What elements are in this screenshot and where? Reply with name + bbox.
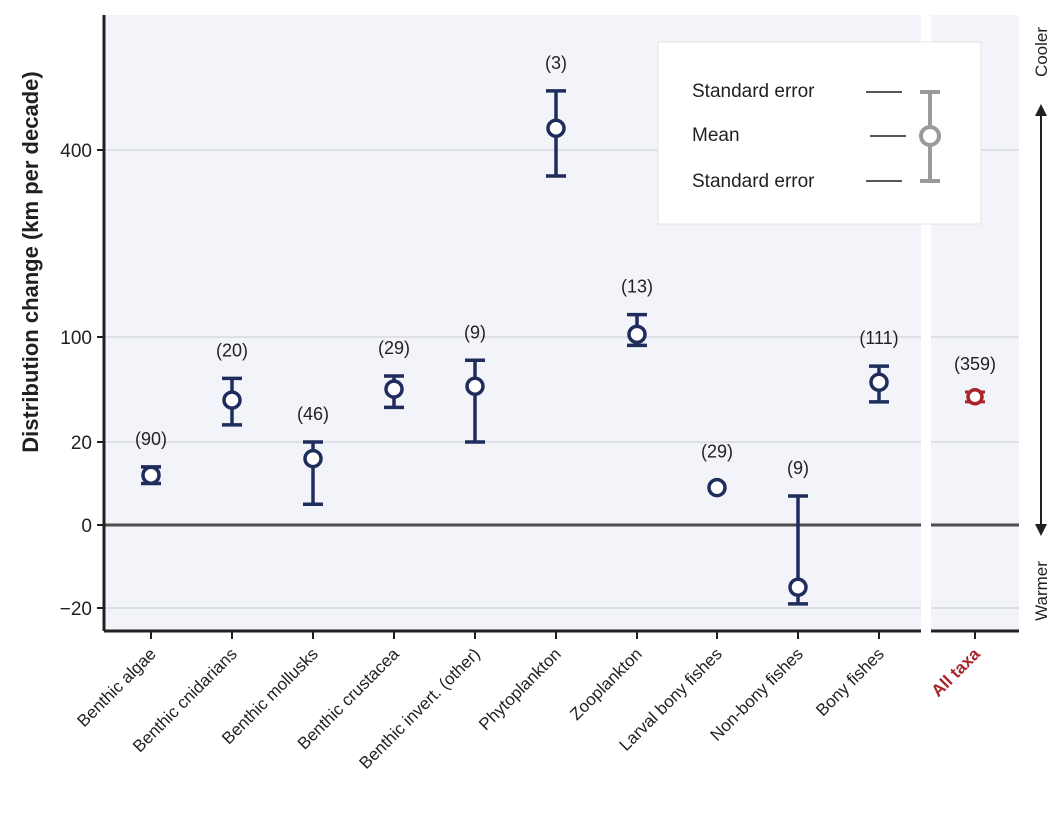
mean-marker-all-taxa bbox=[966, 388, 984, 406]
mean-marker-phytoplankton bbox=[546, 118, 566, 138]
mean-marker-benthic-algae bbox=[141, 465, 161, 485]
y-tick-label: 400 bbox=[60, 141, 92, 162]
mean-marker-zooplankton bbox=[627, 324, 647, 345]
warmer-arrow-head-icon bbox=[1035, 524, 1047, 536]
mean-marker-benthic-mollusks bbox=[303, 448, 323, 469]
category-label-benthic-algae: Benthic algae bbox=[74, 644, 160, 730]
count-label-bony-fishes: (111) bbox=[859, 328, 898, 348]
count-label-benthic-cnidarians: (20) bbox=[216, 340, 248, 360]
legend-middle-label: Mean bbox=[692, 125, 740, 146]
count-label-benthic-crustacea: (29) bbox=[378, 338, 410, 358]
warmer-label: Warmer bbox=[1032, 561, 1051, 621]
count-label-zooplankton: (13) bbox=[621, 277, 653, 297]
count-label-larval-bony-fishes: (29) bbox=[701, 442, 733, 462]
category-label-bony-fishes: Bony fishes bbox=[812, 644, 888, 720]
category-label-all-taxa: All taxa bbox=[928, 644, 985, 701]
count-label-non-bony-fishes: (9) bbox=[787, 458, 809, 478]
mean-marker-larval-bony-fishes bbox=[707, 477, 727, 498]
category-label-zooplankton: Zooplankton bbox=[566, 644, 646, 724]
count-label-benthic-invert-other: (9) bbox=[464, 322, 486, 342]
legend-lower-label: Standard error bbox=[692, 171, 815, 192]
y-axis-title: Distribution change (km per decade) bbox=[18, 71, 43, 452]
legend-upper-label: Standard error bbox=[692, 81, 815, 102]
cooler-label: Cooler bbox=[1032, 27, 1051, 77]
mean-marker-benthic-invert-other bbox=[465, 376, 485, 397]
count-label-all-taxa: (359) bbox=[954, 354, 996, 374]
category-label-phytoplankton: Phytoplankton bbox=[475, 644, 565, 734]
y-tick-label: −20 bbox=[60, 599, 92, 620]
count-label-phytoplankton: (3) bbox=[545, 53, 567, 73]
y-tick-label: 20 bbox=[71, 433, 92, 454]
mean-marker-benthic-cnidarians bbox=[222, 390, 242, 410]
y-tick-label: 100 bbox=[60, 328, 92, 349]
legend-mean-marker-icon bbox=[919, 125, 941, 147]
mean-marker-bony-fishes bbox=[869, 372, 889, 392]
legend: Standard error Mean Standard error bbox=[657, 41, 982, 225]
mean-marker-benthic-crustacea bbox=[384, 379, 404, 399]
count-label-benthic-algae: (90) bbox=[135, 429, 167, 449]
cooler-arrow-head-icon bbox=[1035, 104, 1047, 116]
y-tick-label: 0 bbox=[81, 516, 92, 537]
mean-marker-non-bony-fishes bbox=[788, 577, 808, 597]
count-label-benthic-mollusks: (46) bbox=[297, 404, 329, 424]
